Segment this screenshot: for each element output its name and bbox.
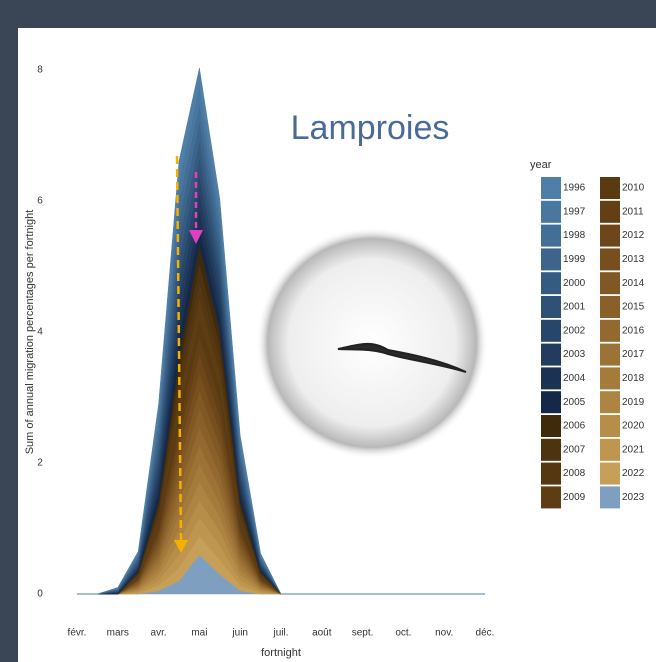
legend-swatch bbox=[541, 319, 561, 342]
y-axis-label: Sum of annual migration percentages per … bbox=[24, 210, 36, 455]
x-tick-label: avr. bbox=[151, 628, 167, 639]
chart-title: Lamproies bbox=[291, 109, 450, 147]
photo bbox=[256, 227, 488, 459]
legend-title: year bbox=[530, 159, 552, 171]
legend-label: 2021 bbox=[622, 444, 645, 455]
legend-swatch bbox=[541, 200, 561, 223]
legend-swatch bbox=[600, 296, 620, 318]
legend-label: 2000 bbox=[563, 278, 586, 289]
x-tick-label: févr. bbox=[68, 628, 87, 639]
legend-label: 2018 bbox=[622, 373, 645, 384]
legend-swatch bbox=[600, 224, 620, 247]
arrowhead bbox=[189, 230, 203, 244]
legend-label: 2008 bbox=[563, 468, 586, 479]
legend-swatch bbox=[600, 415, 620, 437]
legend-label: 2004 bbox=[563, 373, 586, 384]
legend-label: 2012 bbox=[622, 230, 645, 241]
legend-swatch bbox=[541, 296, 561, 318]
legend-label: 2016 bbox=[622, 325, 645, 336]
legend-swatch bbox=[541, 367, 561, 390]
y-tick-label: 6 bbox=[37, 196, 43, 207]
legend-label: 2009 bbox=[563, 492, 586, 503]
legend-swatch bbox=[600, 272, 620, 295]
legend-label: 2010 bbox=[622, 183, 645, 194]
legend-label: 2015 bbox=[622, 302, 645, 313]
legend-swatch bbox=[600, 367, 620, 390]
legend-label: 1999 bbox=[563, 254, 586, 265]
legend-label: 2011 bbox=[622, 206, 644, 217]
legend-label: 2007 bbox=[563, 444, 586, 455]
legend-swatch bbox=[541, 391, 561, 414]
legend-label: 2003 bbox=[563, 349, 586, 360]
x-tick-label: août bbox=[312, 628, 332, 639]
x-tick-label: mai bbox=[191, 628, 207, 639]
legend-swatch bbox=[600, 391, 620, 414]
legend-swatch bbox=[541, 486, 561, 509]
legend-swatch bbox=[541, 343, 561, 366]
legend-label: 2002 bbox=[563, 325, 586, 336]
y-tick-label: 8 bbox=[37, 65, 43, 76]
legend-swatch bbox=[541, 272, 561, 295]
legend-label: 2006 bbox=[563, 421, 586, 432]
y-tick-label: 2 bbox=[37, 458, 43, 469]
x-tick-label: juin bbox=[231, 628, 248, 639]
legend-swatch bbox=[541, 224, 561, 247]
legend-label: 2014 bbox=[622, 278, 645, 289]
lamprey bbox=[337, 342, 467, 373]
x-axis-label: fortnight bbox=[261, 647, 301, 659]
legend-label: 2005 bbox=[563, 397, 586, 408]
legend-label: 1998 bbox=[563, 230, 586, 241]
legend-label: 2001 bbox=[563, 302, 586, 313]
legend-swatch bbox=[541, 462, 561, 485]
y-tick-label: 0 bbox=[37, 589, 43, 600]
legend-label: 2022 bbox=[622, 468, 645, 479]
area bbox=[77, 67, 485, 595]
legend-label: 2013 bbox=[622, 254, 645, 265]
legend-label: 1997 bbox=[563, 206, 586, 217]
legend-swatch bbox=[541, 438, 561, 461]
arrowhead bbox=[174, 540, 188, 553]
legend-label: 2020 bbox=[622, 421, 645, 432]
x-tick-label: sept. bbox=[352, 628, 374, 639]
legend-swatch bbox=[600, 319, 620, 342]
legend-swatch bbox=[541, 248, 561, 271]
legend-swatch bbox=[600, 200, 620, 223]
x-tick-label: déc. bbox=[476, 628, 495, 639]
legend-swatch bbox=[600, 486, 620, 509]
x-tick-label: oct. bbox=[395, 628, 411, 639]
y-tick-label: 4 bbox=[37, 327, 43, 338]
legend-swatch bbox=[541, 415, 561, 437]
legend-swatch bbox=[600, 177, 620, 199]
legend-label: 2017 bbox=[622, 349, 645, 360]
x-tick-label: nov. bbox=[435, 628, 453, 639]
legend-swatch bbox=[600, 462, 620, 485]
legend-swatch bbox=[600, 343, 620, 366]
legend-label: 2019 bbox=[622, 397, 645, 408]
x-tick-label: mars bbox=[107, 628, 129, 639]
legend-swatch bbox=[541, 177, 561, 199]
legend-label: 1996 bbox=[563, 183, 586, 194]
legend-swatch bbox=[600, 438, 620, 461]
x-tick-label: juil. bbox=[272, 628, 288, 639]
legend-swatch bbox=[600, 248, 620, 271]
legend-label: 2023 bbox=[622, 492, 645, 503]
